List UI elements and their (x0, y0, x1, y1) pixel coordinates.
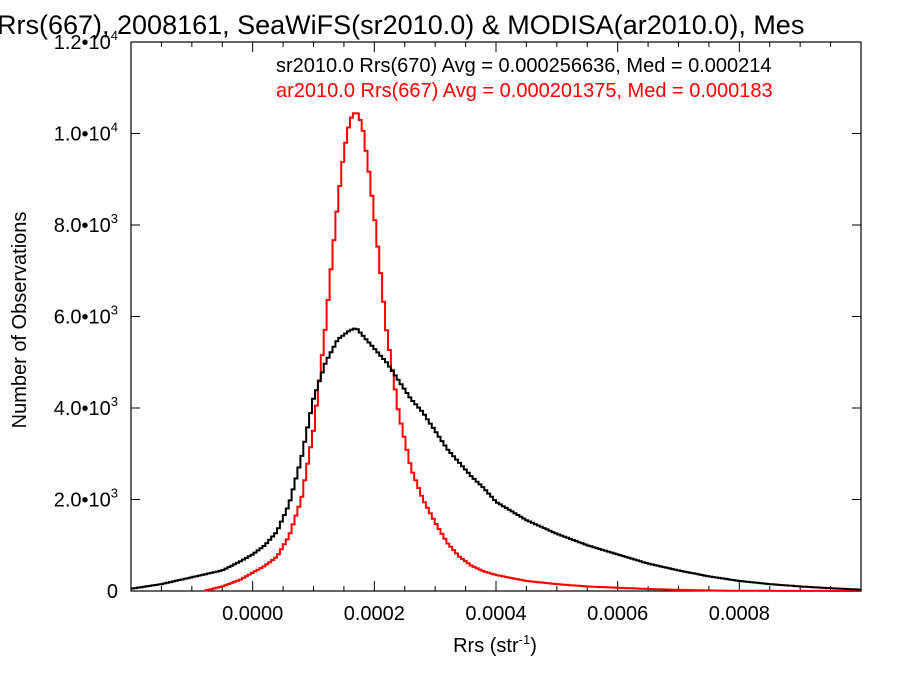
legend-entry: ar2010.0 Rrs(667) Avg = 0.000201375, Med… (276, 80, 773, 102)
y-tick-label: 2.0•103 (54, 486, 118, 512)
y-axis-ticks: 0 2.0•103 4.0•103 6.0•103 8.0•103 1.0•104 1.2•… (54, 28, 861, 603)
y-axis-label: Number of Observations (9, 212, 31, 429)
x-tick-label: 0.0004 (465, 603, 526, 625)
y-tick-label: 0 (107, 581, 118, 603)
y-tick-label: 1.2•104 (54, 28, 118, 54)
series-group (131, 112, 861, 592)
chart-title: Rrs(667), 2008161, SeaWiFS(sr2010.0) & M… (0, 10, 804, 40)
x-tick-label: 0.0006 (587, 603, 648, 625)
x-tick-label: 0.0008 (709, 603, 770, 625)
series-ar2010-line (204, 112, 861, 592)
x-axis-label: Rrs (str-1) (453, 632, 537, 657)
plot-frame (130, 41, 862, 592)
y-tick-label: 1.0•104 (54, 120, 118, 146)
x-axis-ticks: 0.0000 0.0002 0.0004 0.0006 0.0008 (160, 42, 832, 625)
legend: sr2010.0 Rrs(670) Avg = 0.000256636, Med… (276, 55, 773, 102)
x-tick-label: 0.0000 (222, 603, 283, 625)
x-tick-label: 0.0002 (344, 603, 405, 625)
series-sr2010-line (131, 327, 861, 591)
y-tick-label: 4.0•103 (54, 394, 118, 420)
y-tick-label: 6.0•103 (54, 303, 118, 329)
y-tick-label: 8.0•103 (54, 211, 118, 237)
legend-entry: sr2010.0 Rrs(670) Avg = 0.000256636, Med… (276, 55, 772, 77)
